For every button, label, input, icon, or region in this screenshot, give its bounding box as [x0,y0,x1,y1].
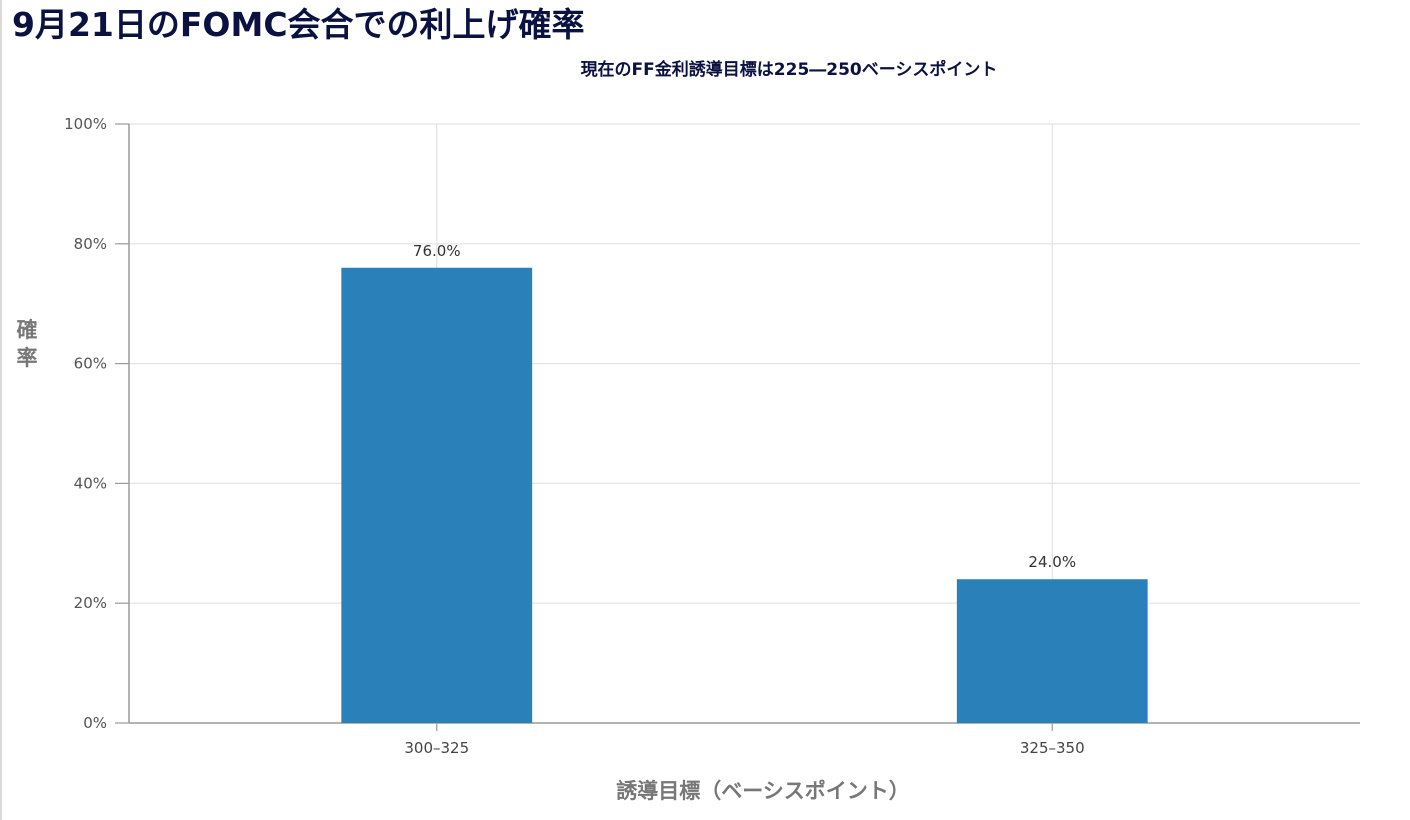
left-border-rule [0,0,2,820]
y-tick-label: 20% [74,594,107,612]
y-tick-label: 40% [74,474,107,492]
axes [115,123,1360,731]
bar-325–350 [956,579,1148,723]
bars [341,267,1148,723]
y-axis-title: 確率 [16,318,38,370]
x-category-label: 300–325 [404,739,469,757]
bar-300–325 [341,267,533,723]
chart-title: 9月21日のFOMC会合での利上げ確率 [12,5,585,44]
y-tick-label: 0% [83,714,107,732]
grid-lines [129,123,1360,723]
labels: 0% 20% 40% 60% 80% 100% 76.0% 300–325 24.0% 325–3… [64,115,1085,757]
chart-subtitle: 現在のFF金利誘導目標は225―250ベーシスポイント [580,60,998,80]
y-tick-label: 100% [64,115,107,133]
bar-data-label: 24.0% [1028,553,1076,571]
x-category-label: 325–350 [1020,739,1085,757]
y-tick-label: 80% [74,235,107,253]
bar-data-label: 76.0% [413,242,461,260]
y-tick-label: 60% [74,355,107,373]
x-axis-title: 誘導目標（ベーシスポイント） [616,779,910,803]
